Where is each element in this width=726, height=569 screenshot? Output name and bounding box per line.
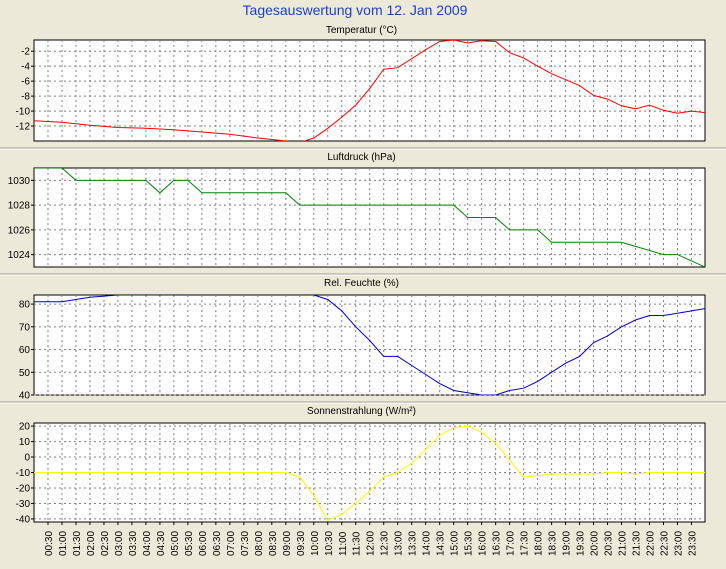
x-tick-label: 08:00 [254,531,265,556]
y-tick-label: 1030 [8,176,31,187]
y-tick-label: -10 [16,468,31,479]
x-tick-label: 06:30 [212,531,223,556]
x-tick-label: 18:30 [548,531,559,556]
x-tick-label: 05:00 [170,531,181,556]
y-tick-label: -6 [21,77,30,88]
x-tick-label: 06:00 [198,531,209,556]
chart-panels: Temperatur (°C) -2 -4 -6 -8 -10 -12 Luftdruck (… [0,25,726,525]
x-tick-label: 17:00 [506,531,517,556]
x-tick-label: 05:30 [184,531,195,556]
x-tick-label: 11:00 [338,531,349,556]
x-tick-label: 08:30 [268,531,279,556]
x-tick-label: 18:00 [534,531,545,556]
panel-title: Temperatur (°C) [326,25,397,36]
x-tick-label: 09:30 [296,531,307,556]
y-tick-label: -30 [16,499,31,510]
y-tick-label: 1026 [8,225,31,236]
x-tick-label: 03:00 [114,531,125,556]
x-tick-label: 23:00 [673,531,684,556]
series-line [34,425,705,522]
panel-title: Luftdruck (hPa) [327,152,395,163]
y-tick-label: 60 [19,345,31,356]
panel-title: Sonnenstrahlung (W/m²) [307,406,416,417]
y-tick-label: 20 [19,422,31,433]
x-tick-label: 01:30 [72,531,83,556]
x-tick-label: 16:30 [492,531,503,556]
x-tick-label: 15:00 [450,531,461,556]
series-line [34,295,705,395]
x-tick-label: 21:30 [632,531,643,556]
x-tick-label: 19:30 [576,531,587,556]
y-tick-label: 70 [19,322,31,333]
y-tick-label: -2 [21,47,30,58]
x-tick-label: 12:00 [366,531,377,556]
x-tick-label: 04:00 [142,531,153,556]
y-tick-label: 80 [19,300,31,311]
x-tick-label: 10:00 [310,531,321,556]
chart-panel: Temperatur (°C) -2 -4 -6 -8 -10 -12 [0,25,726,150]
x-tick-label: 02:30 [100,531,111,556]
x-tick-label: 14:00 [422,531,433,556]
x-tick-label: 02:00 [86,531,97,556]
series-line [34,40,705,141]
x-tick-label: 11:30 [352,531,363,556]
chart-panel: Luftdruck (hPa) 1030 1028 1026 1024 [0,152,726,276]
panel-title: Rel. Feuchte (%) [324,278,399,289]
y-tick-label: -8 [21,92,30,103]
y-tick-label: 1024 [8,250,31,261]
chart-panel: Sonnenstrahlung (W/m²) 20 10 0 -10 -20 -30 -40 [16,406,706,525]
y-tick-label: -10 [16,107,31,118]
x-tick-label: 22:30 [659,531,670,556]
x-tick-label: 22:00 [646,531,657,556]
x-tick-label: 13:30 [408,531,419,556]
x-tick-label: 00:30 [44,531,55,556]
y-tick-label: -40 [16,514,31,525]
x-tick-label: 20:00 [590,531,601,556]
time-axis: 00:30 01:00 01:30 02:00 02:30 03:00 03:30 04:00… [44,522,698,556]
x-tick-label: 01:00 [58,531,69,556]
x-tick-label: 16:00 [478,531,489,556]
y-tick-label: 40 [19,391,31,402]
x-tick-label: 20:30 [604,531,615,556]
plot-area [33,167,706,268]
y-tick-label: 0 [24,453,30,464]
y-tick-label: 10 [19,437,31,448]
x-tick-label: 17:30 [520,531,531,556]
x-tick-label: 03:30 [128,531,139,556]
x-tick-label: 13:00 [394,531,405,556]
x-tick-label: 15:30 [464,531,475,556]
x-tick-label: 12:30 [380,531,391,556]
y-tick-label: 1028 [8,201,31,212]
y-tick-label: -20 [16,483,31,494]
chart-panel: Rel. Feuchte (%) 80 70 60 50 40 [0,278,726,404]
x-tick-label: 14:30 [436,531,447,556]
x-tick-label: 07:30 [240,531,251,556]
y-tick-label: 50 [19,368,31,379]
x-tick-label: 23:30 [687,531,698,556]
y-tick-label: -4 [21,62,30,73]
x-tick-label: 04:30 [156,531,167,556]
x-tick-label: 21:00 [618,531,629,556]
series-line [34,168,705,267]
y-tick-label: -12 [16,122,31,133]
x-tick-label: 10:30 [324,531,335,556]
x-tick-label: 09:00 [282,531,293,556]
x-tick-label: 19:00 [562,531,573,556]
page-title: Tagesauswertung vom 12. Jan 2009 [243,2,468,18]
x-tick-label: 07:00 [226,531,237,556]
